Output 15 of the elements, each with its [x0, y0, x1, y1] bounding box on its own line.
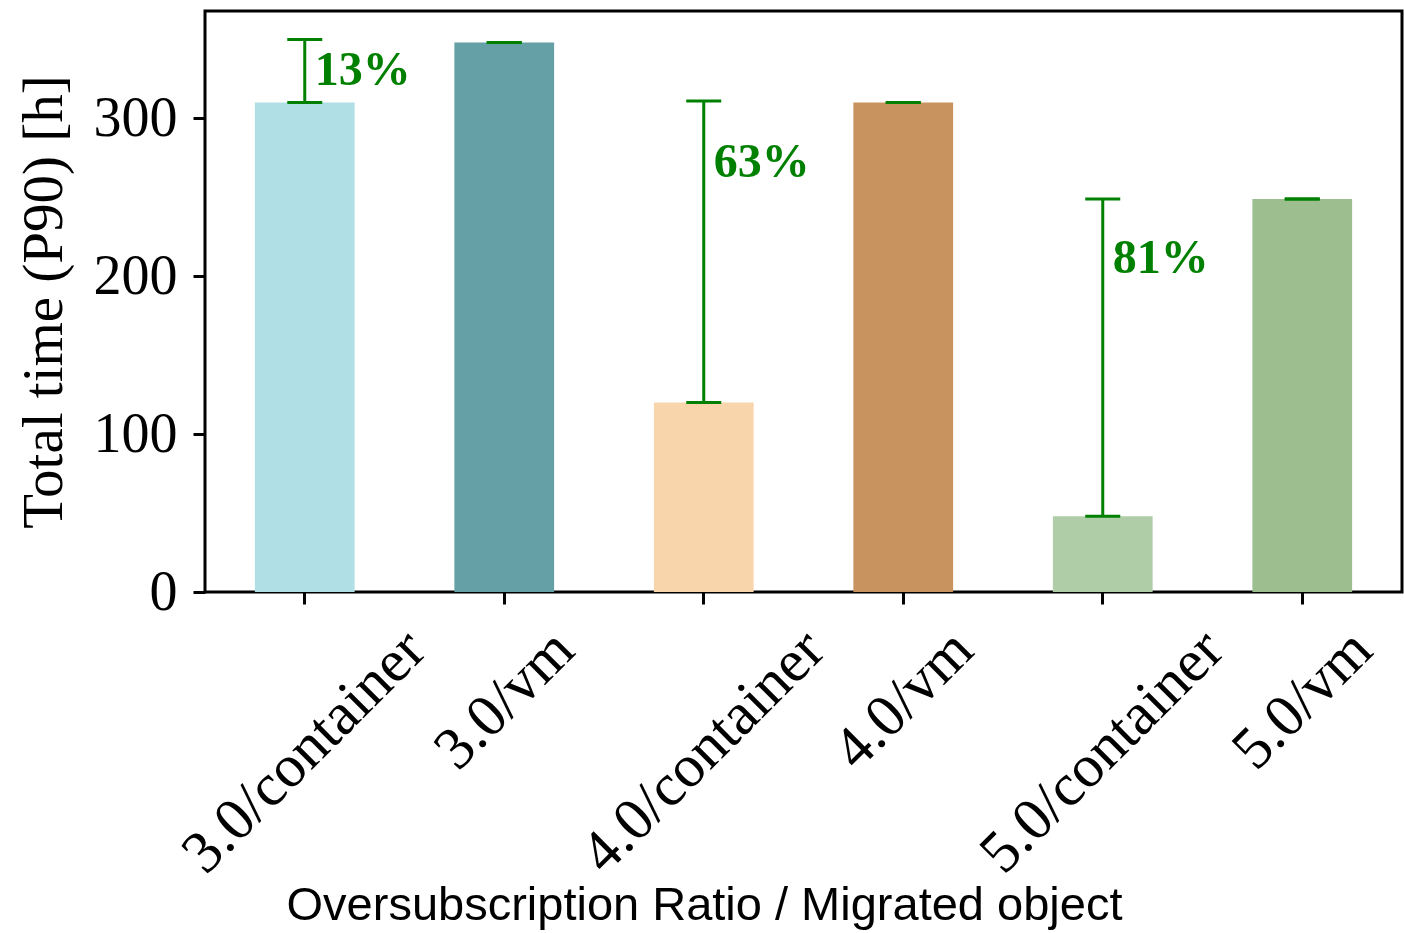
bar — [1052, 516, 1153, 592]
annotation: 63% — [713, 133, 810, 187]
y-axis-title: Total time (P90) [h] — [10, 75, 75, 529]
bar — [454, 42, 555, 592]
annotation: 13% — [314, 41, 411, 95]
bar — [653, 402, 754, 592]
bar — [254, 102, 355, 592]
bar — [853, 102, 954, 592]
y-tick-label: 0 — [149, 559, 178, 622]
x-axis-title: Oversubscription Ratio / Migrated object — [286, 876, 1123, 930]
y-tick-label: 200 — [93, 243, 178, 306]
y-tick-label: 300 — [93, 85, 178, 148]
bar — [1252, 198, 1353, 592]
annotation: 81% — [1112, 229, 1209, 283]
y-tick-label: 100 — [93, 401, 178, 464]
